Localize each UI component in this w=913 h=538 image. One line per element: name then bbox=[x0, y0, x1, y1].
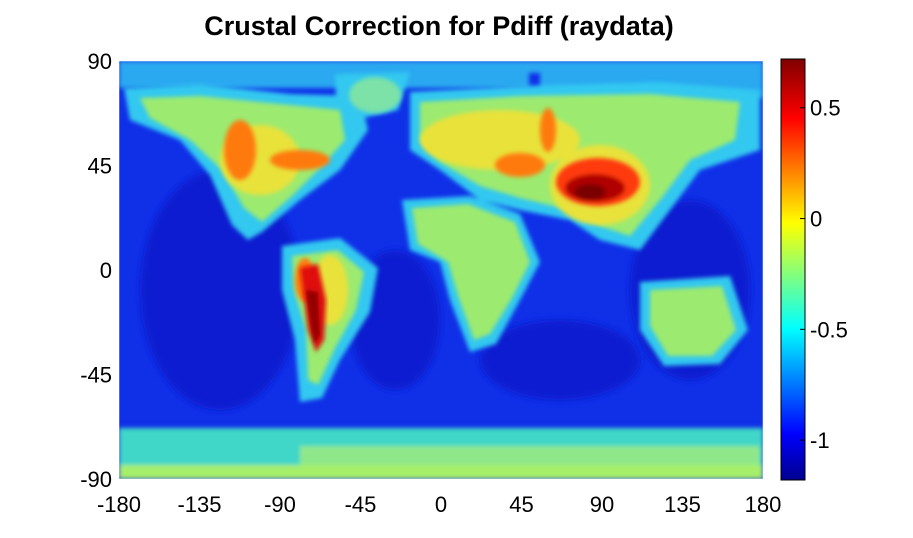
y-tick-label: -90 bbox=[80, 467, 112, 492]
x-axis: -180 -135 -90 -45 0 45 90 135 180 bbox=[97, 492, 781, 517]
colorbar-gradient bbox=[780, 58, 806, 481]
x-tick-label: -45 bbox=[345, 492, 377, 517]
hotspots-orange bbox=[224, 108, 556, 302]
antarctica bbox=[119, 428, 763, 479]
andes bbox=[300, 264, 326, 352]
y-tick-label: 45 bbox=[88, 154, 112, 179]
x-tick-label: -180 bbox=[97, 492, 141, 517]
chart-title: Crustal Correction for Pdiff (raydata) bbox=[204, 11, 674, 41]
colorbar-tick-label: 0 bbox=[810, 207, 822, 232]
y-tick-label: 0 bbox=[100, 258, 112, 283]
x-tick-label: 135 bbox=[664, 492, 701, 517]
y-tick-label: 90 bbox=[88, 49, 112, 74]
y-tick-label: -45 bbox=[80, 363, 112, 388]
x-tick-label: 180 bbox=[745, 492, 782, 517]
colorbar-ticks: 0.5 0 -0.5 -1 bbox=[800, 96, 848, 453]
colorbar: 0.5 0 -0.5 -1 bbox=[780, 58, 848, 481]
x-tick-label: 45 bbox=[509, 492, 533, 517]
heatmap-plot bbox=[118, 60, 764, 480]
y-axis: 90 45 0 -45 -90 bbox=[80, 49, 112, 492]
plot-frame bbox=[118, 60, 764, 480]
colorbar-tick-label: -1 bbox=[810, 428, 830, 453]
x-tick-label: 90 bbox=[590, 492, 614, 517]
x-tick-label: -135 bbox=[177, 492, 221, 517]
tibet bbox=[556, 158, 640, 206]
colorbar-tick-label: -0.5 bbox=[810, 317, 848, 342]
colorbar-tick-label: 0.5 bbox=[810, 96, 841, 121]
greenland bbox=[349, 77, 401, 113]
x-tick-label: 0 bbox=[435, 492, 447, 517]
x-tick-label: -90 bbox=[264, 492, 296, 517]
